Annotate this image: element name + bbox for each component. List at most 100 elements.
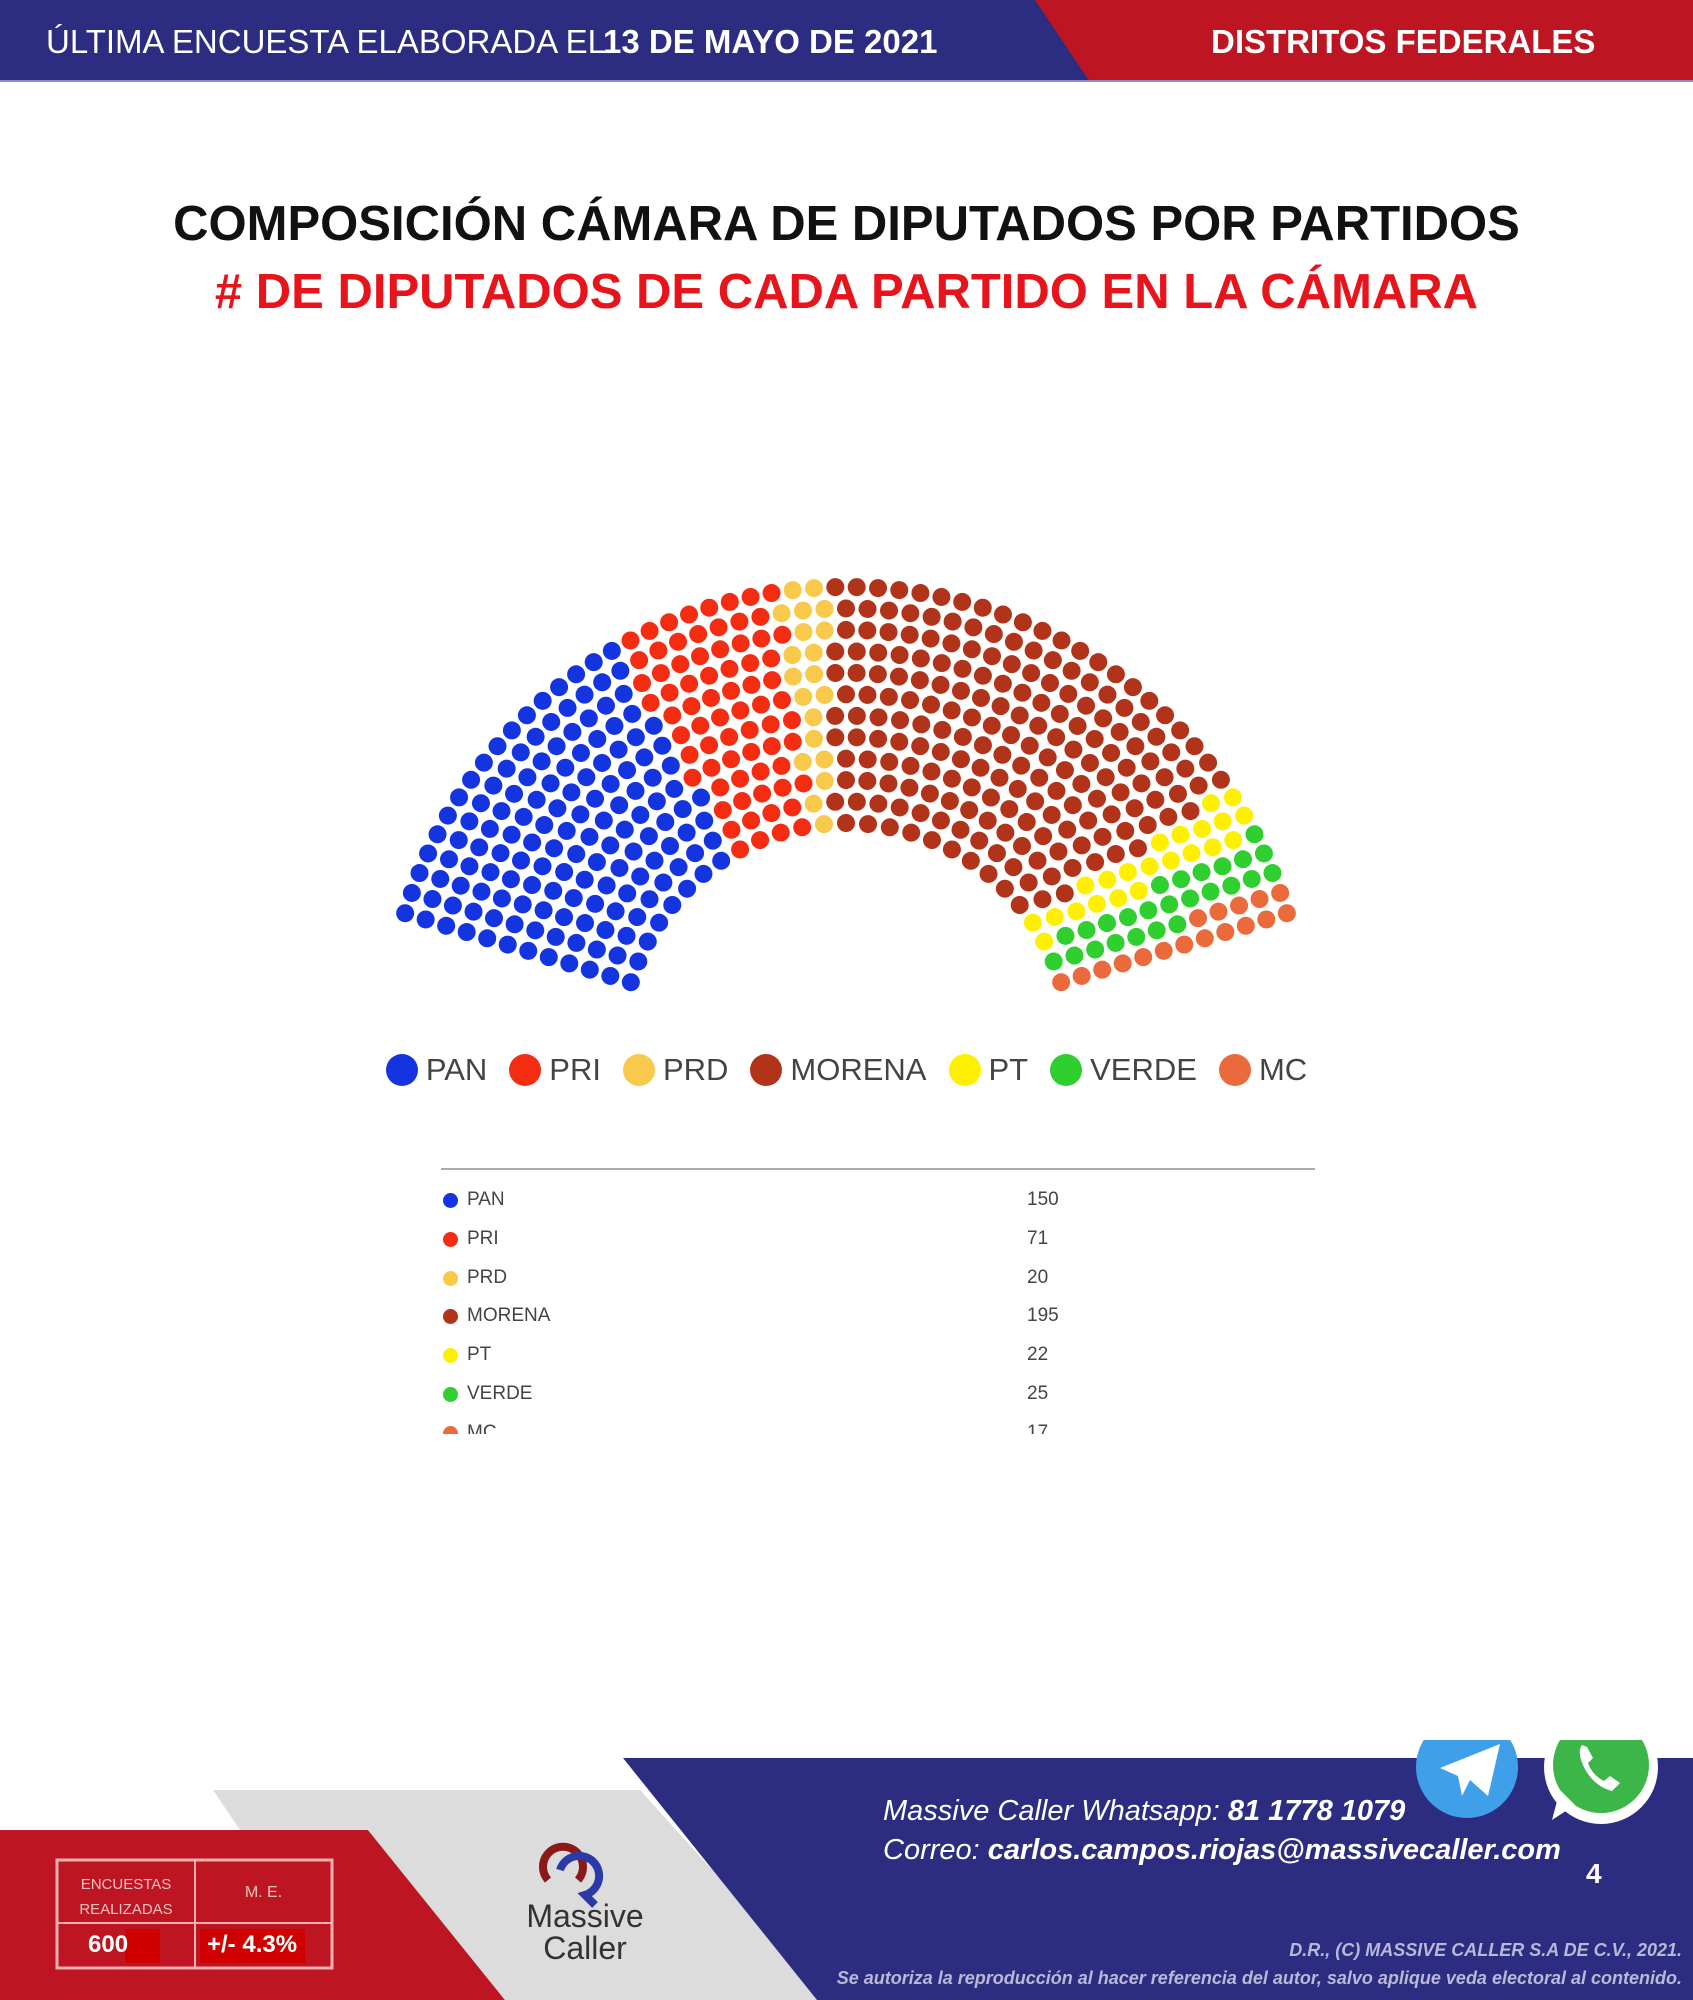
seat-verde <box>1201 882 1220 901</box>
seat-pan <box>443 896 462 915</box>
seat-morena <box>942 701 961 720</box>
legend-item-prd[interactable]: PRD <box>622 1052 728 1088</box>
seat-morena <box>1012 756 1031 775</box>
seat-pan <box>562 783 581 802</box>
seat-pan <box>563 722 582 741</box>
whatsapp-icon[interactable] <box>1544 1710 1658 1824</box>
seat-morena <box>910 671 929 690</box>
seat-morena <box>931 742 950 761</box>
seat-pan <box>547 737 566 756</box>
seat-morena <box>1156 706 1175 725</box>
seat-mc <box>1072 966 1091 985</box>
seat-morena <box>962 778 981 797</box>
legend-item-pri[interactable]: PRI <box>509 1052 601 1088</box>
seat-morena <box>1111 783 1130 802</box>
seat-morena <box>1141 752 1160 771</box>
seat-morena <box>837 814 855 832</box>
legend-item-verde[interactable]: VERDE <box>1050 1052 1197 1088</box>
seat-pri <box>722 681 741 700</box>
seat-prd <box>815 685 834 704</box>
seat-pan <box>396 904 415 923</box>
seat-morena <box>1072 774 1091 793</box>
seat-morena <box>902 823 921 842</box>
seat-pan <box>532 752 551 771</box>
seat-morena <box>869 729 888 748</box>
seat-pan <box>564 889 583 908</box>
seat-pan <box>629 952 648 971</box>
seat-morena <box>1030 768 1049 787</box>
seat-morena <box>1085 730 1104 749</box>
stats-margin-value: +/- 4.3% <box>207 1931 298 1958</box>
seat-pri <box>761 715 780 734</box>
seat-pan <box>661 756 680 775</box>
reproduction-notice: Se autoriza la reproducción al hacer ref… <box>836 1968 1682 1988</box>
seat-morena <box>880 818 899 837</box>
seat-prd <box>804 708 823 727</box>
logo-line2: Caller <box>543 1930 627 1966</box>
seat-morena <box>1022 664 1041 683</box>
seat-pan <box>601 836 620 855</box>
seat-pri <box>720 592 739 611</box>
seat-morena <box>940 792 959 811</box>
seat-pan <box>663 895 682 914</box>
seat-morena <box>973 598 992 617</box>
seat-pan <box>640 890 659 909</box>
seat-pri <box>669 632 688 651</box>
seat-morena <box>1055 761 1074 780</box>
seat-mc <box>1195 929 1214 948</box>
seat-pri <box>700 666 719 685</box>
whatsapp-number[interactable]: 81 1778 1079 <box>1227 1795 1406 1827</box>
seat-prd <box>804 794 823 813</box>
legend-item-mc[interactable]: MC <box>1218 1052 1307 1088</box>
seat-pri <box>772 756 791 775</box>
seat-prd <box>793 752 812 771</box>
seat-pan <box>431 869 450 888</box>
seat-pan <box>523 833 542 852</box>
seat-morena <box>1162 743 1181 762</box>
seat-morena <box>1010 706 1029 725</box>
seat-verde <box>1044 952 1063 971</box>
seat-pan <box>624 842 643 861</box>
seat-pan <box>471 794 490 813</box>
whatsapp-label: Massive Caller Whatsapp: <box>883 1795 1220 1827</box>
stats-surveys-value: 600 <box>88 1931 129 1958</box>
header-bar <box>0 0 1693 82</box>
seat-pan <box>586 894 605 913</box>
email-link[interactable]: carlos.campos.riojas@massivecaller.com <box>987 1834 1561 1866</box>
seat-pan <box>606 902 625 921</box>
seat-morena <box>1087 789 1106 808</box>
seat-pan <box>608 946 627 965</box>
seat-morena <box>1086 853 1105 872</box>
seat-verde <box>1172 870 1191 889</box>
seat-morena <box>847 663 866 682</box>
seat-pan <box>526 921 545 940</box>
seat-pan <box>643 768 662 787</box>
telegram-icon[interactable] <box>1418 1716 1518 1816</box>
seat-pan <box>610 796 629 815</box>
seat-pt <box>1045 908 1064 927</box>
seat-pan <box>596 921 615 940</box>
seat-morena <box>890 646 909 665</box>
seat-morena <box>1098 685 1117 704</box>
seat-pan <box>609 740 628 759</box>
seat-pri <box>690 647 709 666</box>
seat-morena <box>826 578 845 597</box>
seat-morena <box>953 659 972 678</box>
legend-item-morena[interactable]: MORENA <box>750 1052 927 1088</box>
seat-morena <box>1063 796 1082 815</box>
whatsapp-line: Massive Caller Whatsapp: 81 1778 1079 <box>883 1795 1405 1828</box>
seat-pri <box>711 778 730 797</box>
seat-pan <box>596 696 615 715</box>
seat-morena <box>1155 768 1174 787</box>
legend-item-pt[interactable]: PT <box>948 1052 1028 1088</box>
seat-pan <box>653 736 672 755</box>
seat-verde <box>1077 921 1096 940</box>
seat-morena <box>1058 820 1077 839</box>
legend-item-pan[interactable]: PAN <box>385 1052 487 1088</box>
seat-morena <box>1199 753 1218 772</box>
seat-prd <box>794 623 813 642</box>
seat-pri <box>740 720 759 739</box>
seat-prd <box>783 581 802 600</box>
seat-pt <box>1193 819 1212 838</box>
seat-prd <box>784 667 803 686</box>
